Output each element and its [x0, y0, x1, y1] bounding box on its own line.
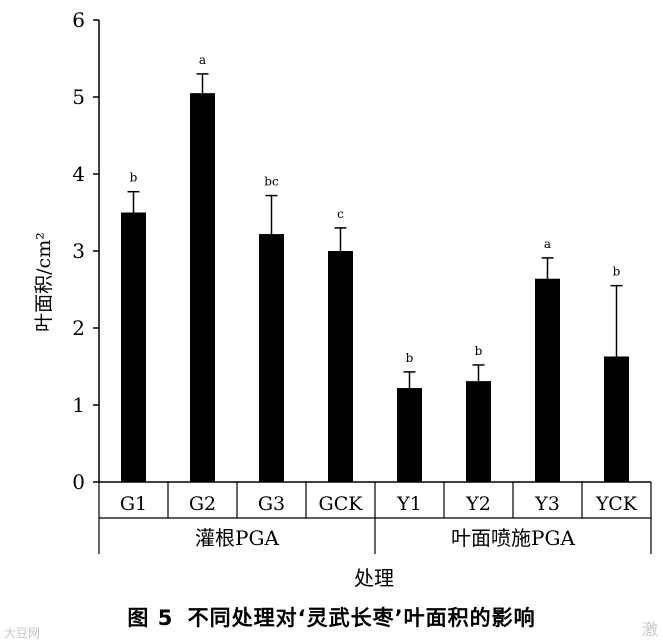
significance-label: b [406, 351, 414, 365]
y-axis [93, 19, 100, 483]
significance-label: b [613, 265, 621, 279]
figure-number: 图 5 [127, 606, 174, 630]
y-tick-label: 1 [72, 393, 85, 417]
group-labels: 灌根PGA 叶面喷施PGA [195, 526, 575, 550]
category-label: Y2 [465, 493, 491, 515]
significance-label: b [130, 171, 138, 185]
bars [121, 93, 629, 483]
significance-labels: b a bc c b b a b [130, 53, 621, 365]
figure-caption: 图 5 不同处理对‘灵武长枣’叶面积的影响 [0, 602, 663, 632]
bar [190, 93, 215, 483]
significance-label: bc [264, 175, 279, 189]
bar [328, 251, 353, 482]
category-label: Y1 [396, 493, 422, 515]
bar [259, 234, 284, 482]
error-bars [127, 73, 623, 389]
y-tick-label: 3 [72, 239, 85, 263]
significance-label: b [475, 344, 483, 358]
group-label: 叶面喷施PGA [451, 526, 575, 550]
category-table: G1 G2 G3 GCK Y1 Y2 Y3 YCK [98, 481, 652, 554]
bar [121, 212, 146, 482]
group-label: 灌根PGA [195, 526, 279, 550]
category-label: YCK [595, 493, 638, 515]
y-tick-label: 6 [72, 8, 85, 32]
x-axis-label: 处理 [354, 566, 394, 590]
bar [466, 381, 491, 482]
significance-label: a [199, 53, 206, 67]
category-label: GCK [319, 493, 364, 515]
y-tick-label: 0 [72, 470, 85, 494]
watermark-right: 激 [642, 620, 659, 639]
bar [604, 356, 629, 482]
category-label: G2 [189, 493, 216, 515]
watermark-left: 大豆网 [4, 626, 41, 640]
bar [535, 278, 560, 482]
category-label: Y3 [534, 493, 560, 515]
significance-label: c [337, 207, 344, 221]
y-tick-label: 4 [72, 162, 85, 186]
bar [397, 388, 422, 482]
significance-label: a [544, 237, 551, 251]
y-tick-labels: 0 1 2 3 4 5 6 [72, 8, 85, 494]
y-tick-label: 5 [72, 85, 85, 109]
bar-chart: 0 1 2 3 4 5 6 b a bc c b b a b G1 G2 G3 GCK Y1 Y2 Y3 YCK 灌根P… [33, 8, 652, 590]
y-axis-label: 叶面积/cm² [33, 232, 55, 332]
figure-title: 不同处理对‘灵武长枣’叶面积的影响 [187, 606, 536, 630]
category-label: G1 [120, 493, 147, 515]
y-tick-label: 2 [72, 316, 85, 340]
category-label: G3 [258, 493, 285, 515]
